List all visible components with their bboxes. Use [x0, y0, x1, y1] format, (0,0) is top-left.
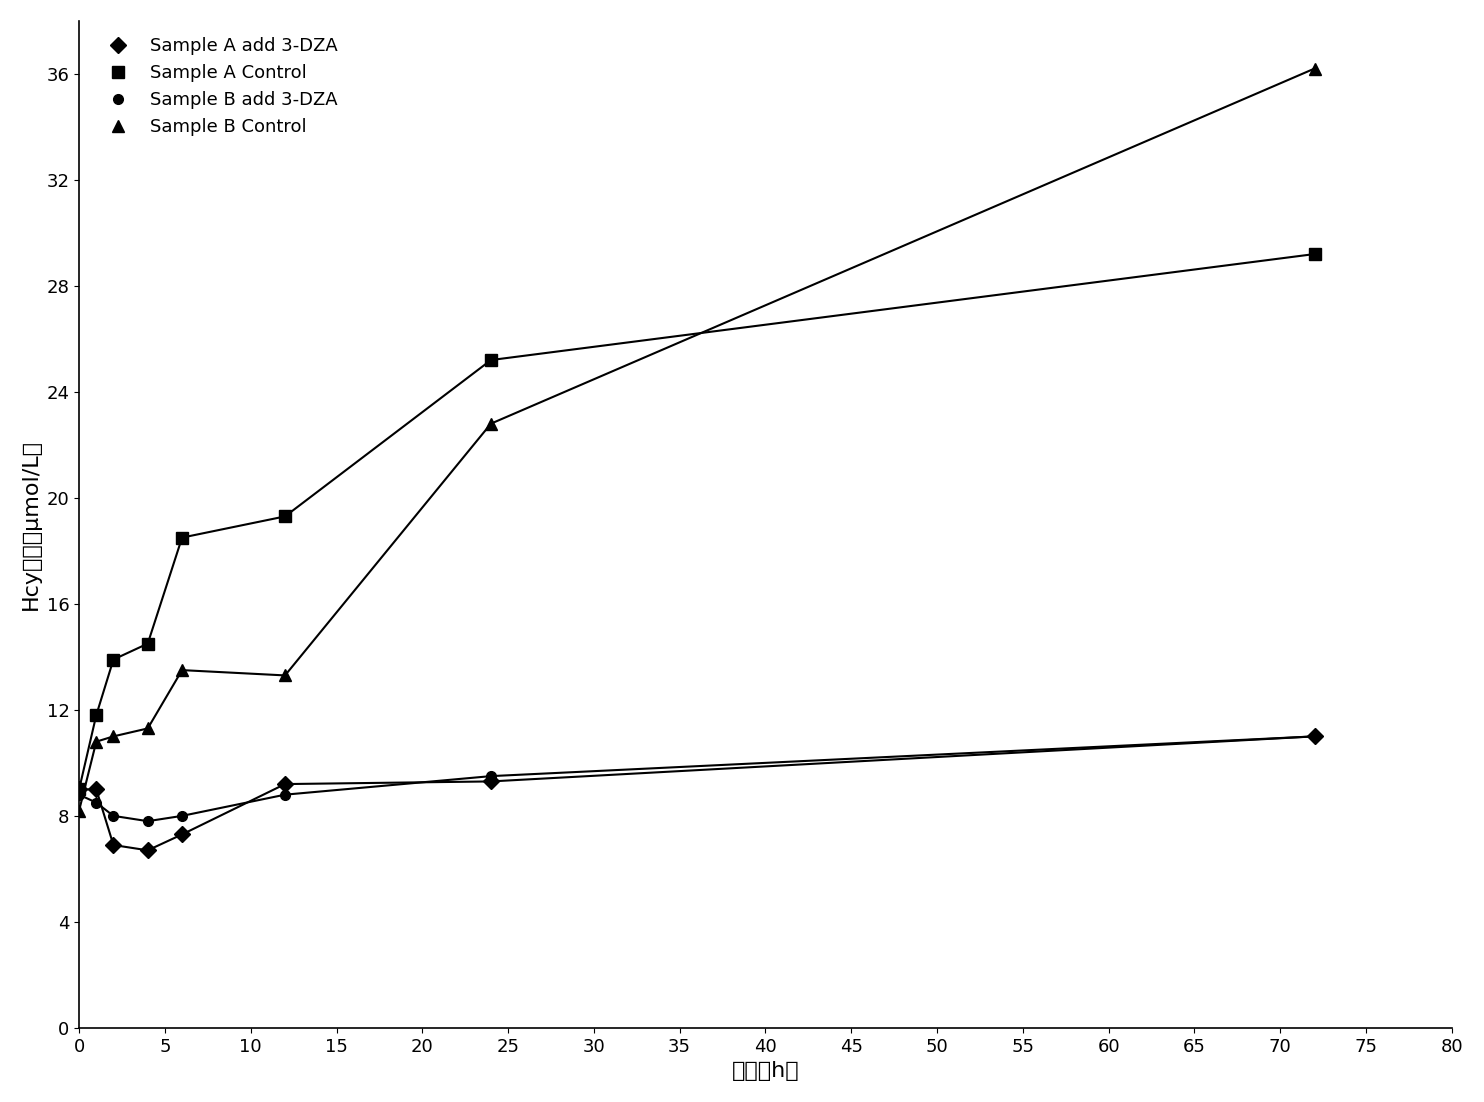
Sample B add 3-DZA	[88, 796, 105, 809]
Sample B Control	[482, 417, 500, 430]
Sample A Control	[70, 782, 88, 796]
Sample A add 3-DZA	[139, 844, 157, 857]
Line: Sample B Control: Sample B Control	[74, 63, 1321, 817]
Y-axis label: Hcy含量（μmol/L）: Hcy含量（μmol/L）	[21, 439, 42, 609]
Sample A add 3-DZA	[70, 782, 88, 796]
Sample A Control	[139, 637, 157, 650]
Line: Sample A add 3-DZA: Sample A add 3-DZA	[74, 731, 1321, 856]
Legend: Sample A add 3-DZA, Sample A Control, Sample B add 3-DZA, Sample B Control: Sample A add 3-DZA, Sample A Control, Sa…	[88, 30, 344, 143]
Sample A add 3-DZA	[104, 839, 122, 852]
Sample B Control	[276, 669, 294, 682]
Sample B Control	[88, 735, 105, 748]
Sample B Control	[174, 663, 191, 677]
Line: Sample A Control: Sample A Control	[74, 248, 1321, 795]
Sample A add 3-DZA	[276, 778, 294, 791]
Sample B Control	[139, 722, 157, 735]
Sample B add 3-DZA	[276, 788, 294, 801]
Sample B Control	[1306, 62, 1324, 75]
Sample B add 3-DZA	[482, 769, 500, 782]
Sample B Control	[70, 804, 88, 818]
Sample B add 3-DZA	[104, 809, 122, 822]
Sample A Control	[174, 531, 191, 544]
Line: Sample B add 3-DZA: Sample B add 3-DZA	[74, 732, 1319, 826]
Sample A Control	[104, 652, 122, 666]
Sample B add 3-DZA	[70, 788, 88, 801]
Sample A Control	[276, 510, 294, 523]
Sample A Control	[88, 709, 105, 722]
Sample B Control	[104, 730, 122, 743]
Sample A Control	[482, 354, 500, 367]
Sample A add 3-DZA	[482, 775, 500, 788]
Sample A Control	[1306, 248, 1324, 261]
X-axis label: 时间（h）: 时间（h）	[732, 1061, 800, 1081]
Sample B add 3-DZA	[174, 809, 191, 822]
Sample B add 3-DZA	[1306, 730, 1324, 743]
Sample A add 3-DZA	[88, 782, 105, 796]
Sample B add 3-DZA	[139, 814, 157, 828]
Sample A add 3-DZA	[1306, 730, 1324, 743]
Sample A add 3-DZA	[174, 828, 191, 841]
